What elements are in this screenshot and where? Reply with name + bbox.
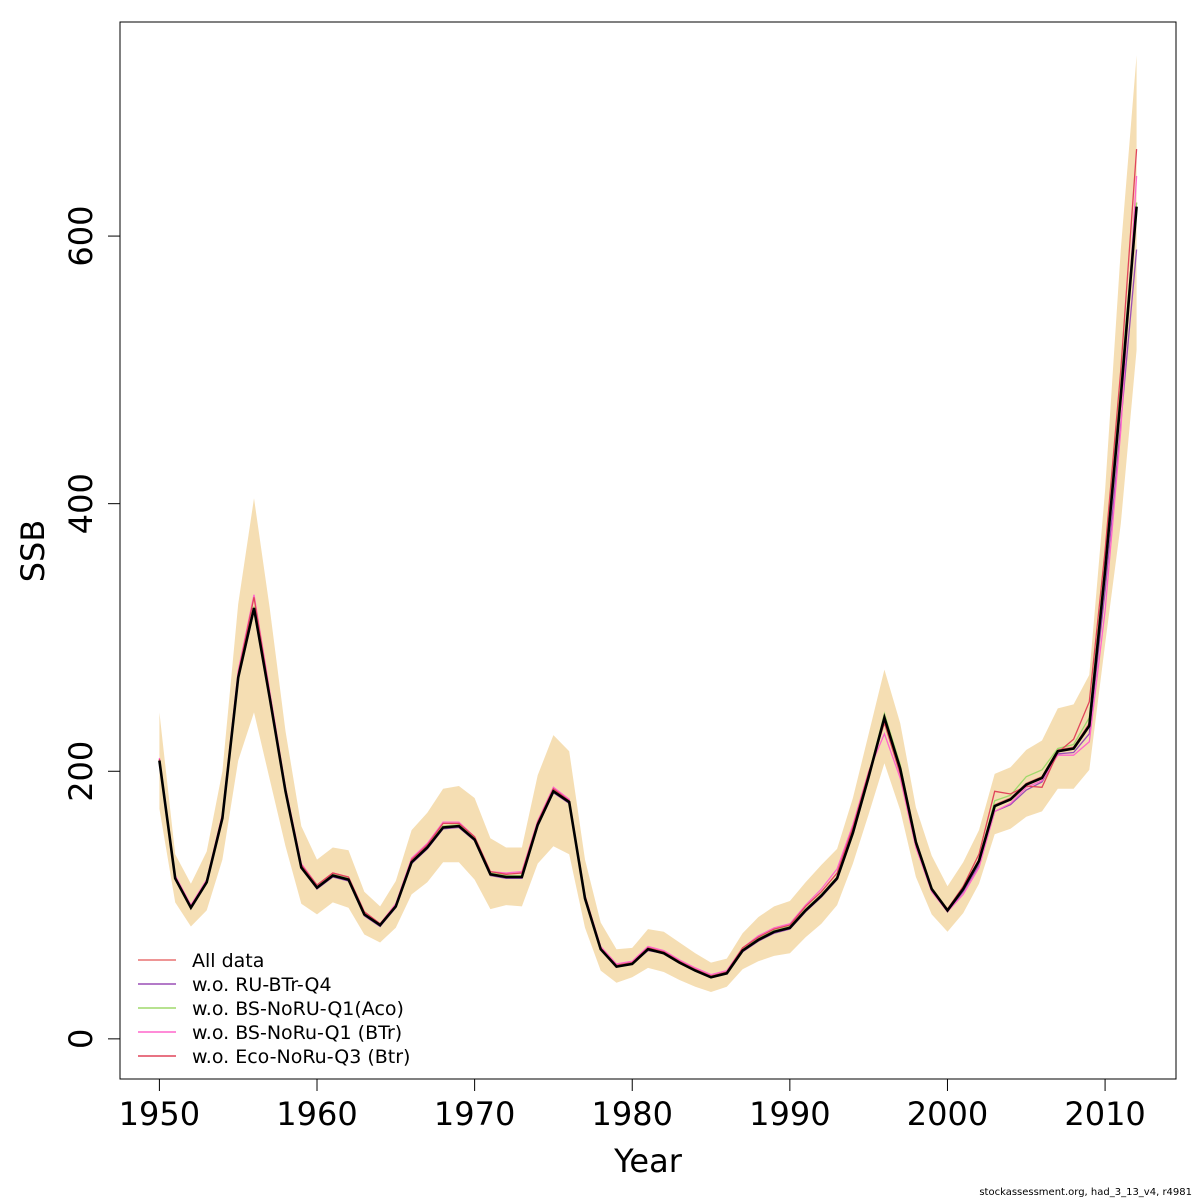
y-tick-label: 400: [62, 473, 100, 534]
x-tick-label: 1990: [749, 1095, 830, 1133]
confidence-band-layer: [159, 55, 1137, 992]
estimate-line: [158, 206, 1138, 979]
legend-label: w.o. Eco-NoRu-Q3 (Btr): [192, 1046, 410, 1068]
y-tick-label: 600: [62, 206, 100, 267]
x-axis: 1950 1960 1970 1980 1990 2000 2010: [119, 1078, 1146, 1133]
x-axis-title: Year: [613, 1142, 683, 1180]
y-axis-title: SSB: [14, 520, 52, 583]
footnote: stockassessment.org, had_3_13_v4, r4981: [979, 1187, 1192, 1198]
y-tick-label: 200: [62, 741, 100, 802]
x-tick-label: 2000: [907, 1095, 988, 1133]
x-tick-label: 1960: [276, 1095, 357, 1133]
y-axis: 0 200 400 600: [62, 206, 121, 1049]
legend-label: w.o. BS-NoRU-Q1(Aco): [192, 998, 404, 1020]
y-tick-label: 0: [62, 1029, 100, 1049]
confidence-band: [159, 55, 1137, 992]
x-tick-label: 1980: [592, 1095, 673, 1133]
estimate-layer: [158, 206, 1138, 979]
plot-frame: [119, 21, 1177, 1080]
x-tick-label: 1970: [434, 1095, 515, 1133]
legend-label: w.o. RU-BTr-Q4: [192, 974, 332, 996]
x-tick-label: 2010: [1064, 1095, 1145, 1133]
legend-label: w.o. BS-NoRu-Q1 (BTr): [192, 1022, 402, 1044]
x-tick-label: 1950: [119, 1095, 200, 1133]
legend-label: All data: [192, 950, 264, 972]
